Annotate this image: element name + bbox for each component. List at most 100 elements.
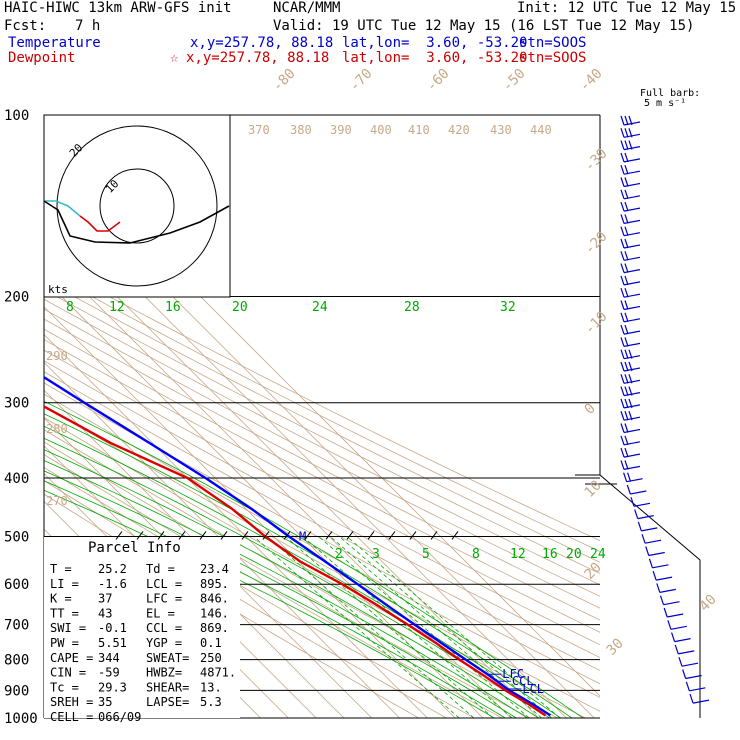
wind-barb [623,472,643,483]
parcel-info-key: SWI = [50,621,86,635]
wind-barb [637,521,658,532]
parcel-info-value: 846. [200,592,229,606]
isotherm-label: -70 [347,66,376,95]
dry-adiabat [44,261,600,542]
hatch-mark [283,531,291,540]
moist-adiabat-label: 16 [165,300,181,315]
parcel-info-value: 869. [200,621,229,635]
parcel-info-key: SHEAR= [146,680,189,694]
parcel-info-key: PW = [50,636,79,650]
isotherm-label: -40 [577,66,606,95]
isotherm [44,306,456,718]
pressure-tick-label: 400 [4,471,29,487]
wind-barb [689,693,710,704]
plot-source: NCAR/MMM [273,0,341,16]
parcel-info-value: -59 [98,666,120,680]
dry-adiabat [44,328,600,621]
legend-dewpoint-latlon: lat,lon= 3.60, -53.20 [342,50,528,66]
legend-temperature-stn: stn=SOOS [519,35,587,51]
parcel-info-value: 895. [200,577,229,591]
isotherm [44,222,539,718]
wind-barb [620,177,641,188]
hatch-mark [157,531,165,540]
parcel-info-value: 5.3 [200,695,222,709]
parcel-info-key: SWEAT= [146,651,189,665]
parcel-info-key: K = [50,592,72,606]
legend-dewpoint-marker: ☆ [170,50,179,66]
wind-barb [620,300,641,311]
dry-adiabat [44,308,600,597]
barb-legend-line1: Full barb: [640,88,700,99]
dry-adiabat-label: 420 [448,123,470,137]
wind-barb [656,583,676,593]
wind-barb [620,312,641,323]
wind-barb [648,558,669,569]
parcel-info-value: 5.51 [98,636,127,650]
parcel-info-key: TT = [50,606,79,620]
hatch-mark [220,531,228,540]
isotherm-label: 10 [582,478,605,501]
isotherm [44,250,512,718]
dry-adiabat [44,382,600,685]
hatch-mark [241,531,249,540]
wind-barb [659,595,680,606]
valid-time: Valid: 19 UTC Tue 12 May 15 (16 LST Tue … [273,18,695,34]
hodograph-trace-low [79,215,121,232]
hatch-mark [430,531,438,540]
hatch-mark [304,531,312,540]
parcel-info-value: 13. [200,680,222,694]
mixing-ratio-label: 20 [566,547,582,562]
dry-adiabat-label: 410 [408,123,430,137]
wind-barb [630,497,651,507]
legend-dewpoint-loc: x,y=257.78, 88.18 [186,50,330,66]
parcel-info-key: LAPSE= [146,695,189,709]
mixing-ratio-line [302,536,513,718]
wind-barb [652,570,673,581]
wind-barb [620,165,641,175]
parcel-info-value: 146. [200,606,229,620]
dry-adiabat-label: 430 [490,123,512,137]
wind-barb [620,128,641,138]
hatch-mark [199,531,207,540]
parcel-info-value: 23.4 [200,562,229,576]
dry-adiabat [44,270,600,552]
parcel-info-key: CAPE = [50,651,93,665]
parcel-info-key: CELL = [50,710,93,724]
dry-adiabat [44,339,600,633]
moist-adiabat-label: 32 [500,300,516,315]
parcel-info-value: 0.1 [200,636,222,650]
hatch-mark [388,531,396,540]
legend-temperature-latlon: lat,lon= 3.60, -53.20 [342,35,528,51]
wind-barb [663,607,684,618]
dry-adiabat [44,298,600,586]
isotherm-label: -80 [270,66,299,95]
parcel-info-value: 250 [200,651,222,665]
dry-adiabat-label: 390 [330,123,352,137]
dry-adiabat-label: 380 [290,123,312,137]
isotherm [44,417,345,718]
dry-adiabat-label: 270 [46,494,68,508]
dry-adiabat [44,371,600,671]
parcel-info-key: SREH = [50,695,93,709]
wind-barb [620,460,641,470]
wind-barb [634,509,654,520]
dry-adiabat [44,279,600,563]
wind-barb [620,435,641,446]
legend-temperature-label: Temperature [8,35,101,51]
dry-adiabat-label: 370 [248,123,270,137]
pressure-tick-label: 900 [4,683,29,699]
wind-barb [620,447,641,458]
wind-barb [620,398,641,409]
pressure-tick-label: 200 [4,290,29,306]
mixing-ratio-label: 2 [335,547,343,562]
isotherm-label: 30 [604,636,627,659]
isotherm-label: -30 [582,146,611,175]
isotherm-label: -20 [582,229,611,258]
wind-barb [620,201,641,212]
hatch-mark [178,531,186,540]
fcst-value: 7 h [75,18,101,34]
dry-adiabat-label: 290 [46,349,68,363]
hatch-mark [262,531,270,540]
wind-barb [620,238,641,249]
parcel-info-key: Td = [146,562,175,576]
